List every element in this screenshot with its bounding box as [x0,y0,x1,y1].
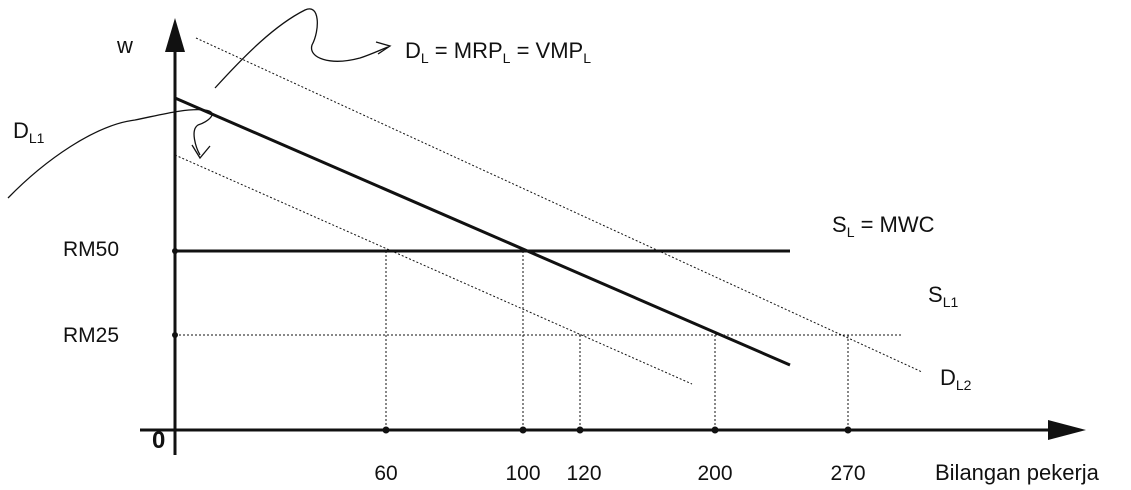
point-60 [382,426,390,434]
point-100 [519,426,527,434]
label-dl2: DL2 [940,365,972,393]
demand-curve-dl1 [174,154,693,385]
vertical-guides [385,251,849,430]
point-rm25 [172,332,178,338]
x-axis-arrow-icon [1048,420,1086,440]
x-axis-label: Bilangan pekerja [935,460,1100,485]
x-axis [140,420,1086,440]
x-tick-270: 270 [830,462,865,485]
x-tick-120: 120 [566,462,601,485]
y-axis-arrow-icon [165,18,185,52]
origin-label: 0 [152,427,165,454]
y-axis-label: w [116,33,133,58]
point-120 [576,426,584,434]
dl1-pointer-icon [7,109,213,199]
point-rm50 [172,248,178,254]
point-270 [844,426,852,434]
y-axis [165,18,185,455]
y-tick-rm50: RM50 [63,238,119,261]
x-tick-100: 100 [505,462,540,485]
x-tick-200: 200 [697,462,732,485]
label-sl: SL = MWC [832,212,935,240]
demand-curve-dl2 [195,37,923,373]
label-sl1: SL1 [928,282,958,310]
point-200 [711,426,719,434]
label-dl: DL = MRPL = VMPL [405,38,591,66]
x-tick-60: 60 [374,462,397,485]
dl2-pointer-icon [214,8,389,89]
demand-curve-dl [174,96,791,367]
handwritten-arrows [7,8,392,199]
axis-points [172,248,852,434]
label-dl1: DL1 [13,118,45,146]
y-tick-rm25: RM25 [63,324,119,347]
